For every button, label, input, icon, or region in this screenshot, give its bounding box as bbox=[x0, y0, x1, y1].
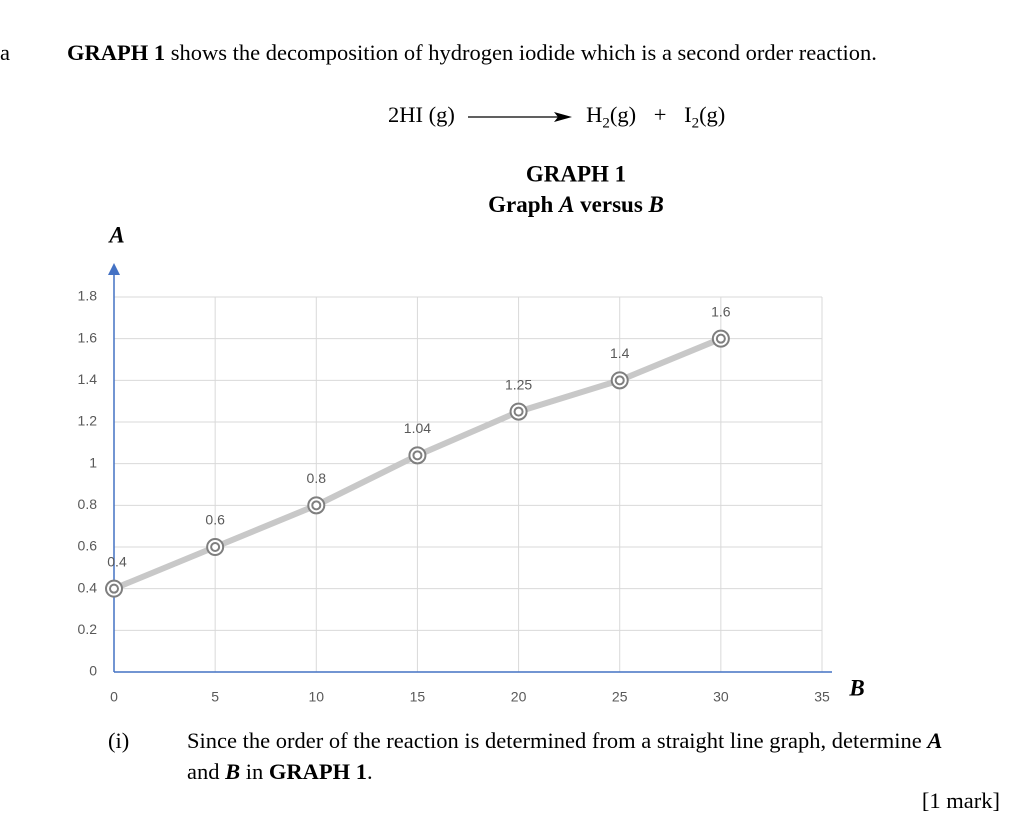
question-label: a bbox=[0, 40, 10, 65]
part-text-run: . bbox=[367, 759, 373, 784]
y-tick-label: 0.2 bbox=[78, 621, 98, 637]
data-label: 0.4 bbox=[107, 553, 127, 569]
chart: GRAPH 1 Graph A versus B A B 0 0.2 0.4 0.6 0… bbox=[78, 161, 865, 705]
symbol: A bbox=[927, 728, 943, 753]
marker-ring bbox=[210, 542, 221, 552]
data-label: 1.04 bbox=[404, 420, 431, 436]
data-point bbox=[307, 496, 326, 515]
y-tick-label: 1 bbox=[89, 454, 97, 470]
x-tick-label: 20 bbox=[511, 689, 527, 705]
plus: + bbox=[653, 102, 667, 127]
data-point bbox=[610, 371, 629, 390]
part-text-run: in bbox=[245, 759, 264, 784]
subtitle-text: versus bbox=[580, 192, 643, 217]
y-tick-label: 0.6 bbox=[78, 538, 98, 554]
x-tick-label: 30 bbox=[713, 689, 729, 705]
chart-subtitle: Graph A versus B bbox=[488, 192, 664, 217]
product-state: (g) bbox=[609, 102, 637, 127]
product-base: H bbox=[586, 102, 603, 127]
y-tick-label: 1.8 bbox=[78, 288, 98, 304]
product-state: (g) bbox=[699, 102, 726, 127]
data-point bbox=[206, 538, 225, 556]
y-tick-label: 1.4 bbox=[78, 371, 98, 387]
marker-ring bbox=[412, 450, 423, 461]
subtitle-symbol: A bbox=[557, 192, 574, 217]
graph-ref: GRAPH 1 bbox=[67, 40, 166, 65]
equation: 2HI (g) H2(g) + I2(g) bbox=[388, 99, 725, 140]
y-tick-label: 0 bbox=[89, 663, 97, 679]
x-tick-label: 35 bbox=[814, 689, 830, 705]
data-label: 1.25 bbox=[505, 376, 532, 392]
marker-ring bbox=[513, 406, 524, 417]
x-tick-label: 15 bbox=[410, 689, 426, 705]
data-label: 0.6 bbox=[205, 512, 225, 528]
y-tick-label: 0.4 bbox=[78, 579, 98, 595]
data-point bbox=[509, 402, 528, 421]
graph-ref: GRAPH 1 bbox=[268, 759, 368, 784]
x-tick-label: 5 bbox=[211, 689, 219, 705]
subtitle-symbol: B bbox=[648, 192, 664, 217]
data-point bbox=[408, 446, 427, 465]
data-label: 0.8 bbox=[307, 470, 327, 486]
symbol: B bbox=[225, 759, 241, 784]
data-label: 1.6 bbox=[711, 303, 731, 319]
data-point bbox=[105, 579, 123, 598]
marker-ring bbox=[109, 583, 119, 594]
x-tick-label: 0 bbox=[110, 689, 118, 705]
part-text-run: and bbox=[187, 759, 220, 784]
question-text: GRAPH 1 shows the decomposition of hydro… bbox=[67, 37, 942, 68]
x-tick-label: 10 bbox=[308, 689, 324, 705]
part-text-run: Since the order of the reaction is deter… bbox=[187, 728, 922, 753]
subtitle-text: Graph bbox=[488, 192, 553, 217]
marker-ring bbox=[715, 333, 726, 344]
product: H2(g) bbox=[586, 102, 637, 132]
reactant: 2HI (g) bbox=[388, 102, 455, 127]
y-axis-arrow bbox=[108, 263, 120, 275]
x-tick-label: 25 bbox=[612, 689, 628, 705]
product-sub: 2 bbox=[691, 115, 700, 132]
data-point bbox=[711, 329, 730, 348]
part-text: Since the order of the reaction is deter… bbox=[187, 725, 962, 787]
chart-title: GRAPH 1 bbox=[526, 161, 626, 186]
product-sub: 2 bbox=[602, 115, 610, 132]
part-label: (i) bbox=[108, 728, 130, 753]
marks: [1 mark] bbox=[921, 788, 1000, 813]
marker-ring bbox=[311, 500, 322, 511]
marker-ring bbox=[614, 375, 625, 386]
y-tick-label: 0.8 bbox=[78, 496, 98, 512]
data-label: 1.4 bbox=[610, 345, 630, 361]
product: I2(g) bbox=[684, 102, 726, 132]
y-tick-label: 1.2 bbox=[78, 413, 98, 429]
y-tick-label: 1.6 bbox=[78, 329, 98, 345]
y-axis-label: A bbox=[107, 222, 124, 247]
product-base: I bbox=[684, 102, 692, 127]
x-axis-label: B bbox=[848, 675, 864, 700]
reaction-arrow bbox=[468, 111, 573, 122]
intro-text: shows the decomposition of hydrogen iodi… bbox=[170, 40, 877, 65]
